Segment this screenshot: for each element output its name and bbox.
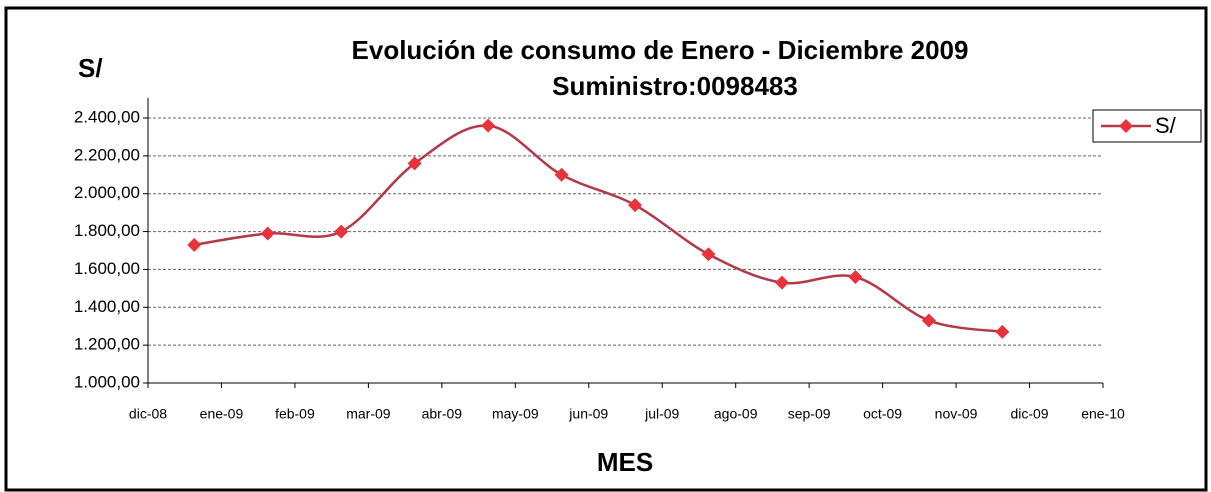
x-tick-label: ene-10 [1081, 406, 1125, 422]
legend-label: S/ [1155, 113, 1177, 138]
y-tick-label: 2.200,00 [74, 145, 140, 164]
y-tick-label: 1.600,00 [74, 259, 140, 278]
x-tick-label: jul-09 [644, 406, 679, 422]
y-tick-label: 2.400,00 [74, 107, 140, 126]
marker [260, 226, 275, 241]
x-tick-label: oct-09 [863, 406, 902, 422]
x-tick-label: mar-09 [346, 406, 391, 422]
y-tick-label: 1.000,00 [74, 372, 140, 391]
x-tick-label: jun-09 [568, 406, 608, 422]
x-axis-label: MES [597, 447, 653, 477]
y-tick-label: 2.000,00 [74, 183, 140, 202]
marker [921, 313, 936, 328]
marker [334, 224, 349, 239]
marker [407, 156, 422, 171]
x-tick-label: may-09 [492, 406, 539, 422]
marker [481, 118, 496, 133]
marker [848, 270, 863, 284]
x-tick-label: ago-09 [714, 406, 758, 422]
marker [187, 237, 202, 252]
x-tick-label: nov-09 [935, 406, 978, 422]
marker [701, 247, 716, 262]
x-tick-label: dic-08 [129, 406, 167, 422]
x-tick-label: dic-09 [1010, 406, 1048, 422]
y-axis-label: S/ [78, 53, 103, 83]
chart-subtitle: Suministro:0098483 [552, 71, 798, 101]
marker [995, 324, 1010, 339]
marker [774, 275, 789, 290]
y-tick-label: 1.800,00 [74, 221, 140, 240]
x-tick-label: sep-09 [788, 406, 831, 422]
marker [628, 198, 643, 213]
chart-title: Evolución de consumo de Enero - Diciembr… [352, 35, 969, 65]
y-tick-label: 1.400,00 [74, 297, 140, 316]
y-tick-label: 1.200,00 [74, 335, 140, 354]
x-tick-label: ene-09 [200, 406, 244, 422]
legend-marker [1119, 119, 1133, 133]
marker [554, 167, 569, 182]
x-tick-label: feb-09 [275, 406, 315, 422]
chart-border [4, 6, 1208, 492]
x-tick-label: abr-09 [422, 406, 463, 422]
